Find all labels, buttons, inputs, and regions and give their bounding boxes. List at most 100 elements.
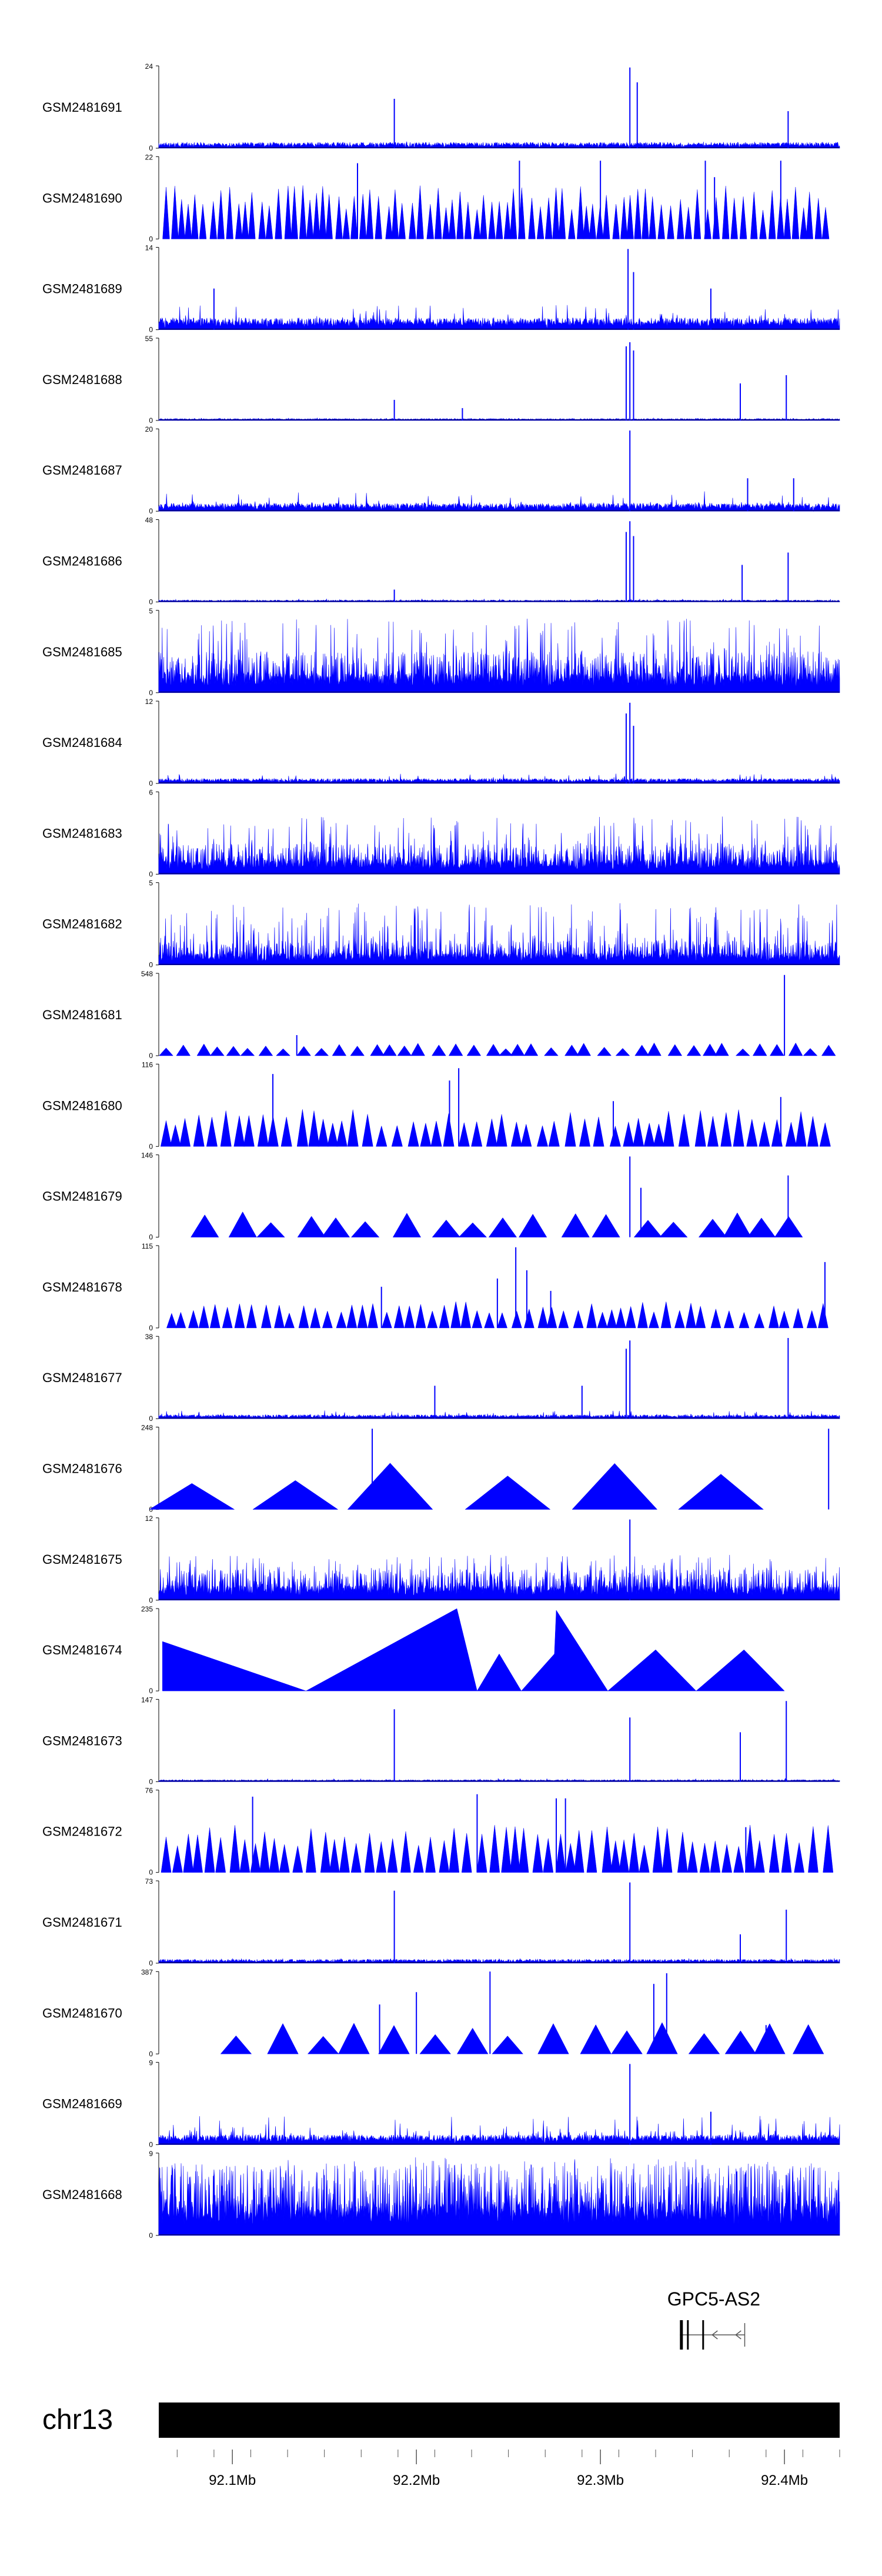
signal-area — [158, 2115, 840, 2145]
y-min-label: 0 — [149, 1687, 153, 1695]
track-GSM2481678: GSM2481678 115 0 — [42, 1242, 828, 1332]
track-GSM2481675: GSM2481675 12 0 — [42, 1514, 840, 1604]
chromosome-bar — [159, 2403, 840, 2438]
y-min-label: 0 — [149, 1414, 153, 1423]
tracks-group: GSM2481691240GSM2481690220GSM2481689140G… — [42, 62, 840, 2240]
track-label: GSM2481683 — [42, 826, 122, 840]
strand-arrow-icon — [711, 2330, 718, 2340]
y-max-label: 147 — [141, 1696, 153, 1704]
y-min-label: 0 — [149, 598, 153, 606]
track-label: GSM2481682 — [42, 917, 122, 932]
track-label: GSM2481686 — [42, 554, 122, 569]
y-max-label: 9 — [149, 2150, 153, 2158]
track-label: GSM2481684 — [42, 735, 122, 750]
y-max-label: 5 — [149, 607, 153, 615]
y-min-label: 0 — [149, 1596, 153, 1604]
y-min-label: 0 — [149, 1233, 153, 1242]
track-GSM2481668: GSM2481668 9 0 — [42, 2150, 840, 2240]
track-label: GSM2481668 — [42, 2187, 122, 2202]
y-min-label: 0 — [149, 961, 153, 969]
track-GSM2481672: GSM2481672 76 0 — [42, 1787, 834, 1877]
signal-area — [158, 305, 840, 330]
gene-exon — [702, 2320, 704, 2350]
track-GSM2481674: GSM2481674 235 0 — [42, 1605, 785, 1695]
y-min-label: 0 — [149, 1142, 153, 1150]
y-max-label: 9 — [149, 2059, 153, 2067]
track-label: GSM2481690 — [42, 191, 122, 205]
signal-peaks — [220, 2022, 824, 2054]
track-label: GSM2481687 — [42, 463, 122, 478]
signal-area — [158, 1410, 840, 1420]
track-GSM2481677: GSM2481677 38 0 — [42, 1333, 840, 1423]
track-GSM2481682: GSM2481682 5 0 — [42, 879, 840, 969]
axis-tick-label: 92.3Mb — [577, 2472, 624, 2488]
axis-tick-label: 92.2Mb — [393, 2472, 440, 2488]
y-max-label: 116 — [142, 1060, 153, 1069]
y-min-label: 0 — [149, 2050, 153, 2058]
track-label: GSM2481673 — [42, 1733, 122, 1748]
track-label: GSM2481678 — [42, 1280, 122, 1294]
y-min-label: 0 — [149, 2141, 153, 2149]
track-GSM2481686: GSM2481686 48 0 — [42, 516, 840, 606]
y-min-label: 0 — [149, 1868, 153, 1877]
y-min-label: 0 — [149, 1324, 153, 1332]
y-max-label: 73 — [145, 1877, 153, 1886]
y-max-label: 5 — [149, 879, 153, 887]
track-GSM2481683: GSM2481683 6 0 — [42, 788, 840, 878]
signal-peaks — [161, 1825, 834, 1873]
y-min-label: 0 — [149, 326, 153, 334]
signal-area — [158, 816, 840, 875]
track-label: GSM2481679 — [42, 1189, 122, 1204]
track-GSM2481669: GSM2481669 9 0 — [42, 2059, 840, 2149]
track-GSM2481671: GSM2481671 73 0 — [42, 1877, 840, 1967]
signal-area — [158, 1554, 840, 1601]
signal-area — [162, 1608, 785, 1691]
track-label: GSM2481681 — [42, 1007, 122, 1022]
signal-area — [158, 2157, 840, 2236]
track-label: GSM2481669 — [42, 2097, 122, 2111]
y-max-label: 14 — [145, 244, 153, 252]
signal-area — [158, 1958, 840, 1964]
gene-track: GPC5-AS2 — [667, 2288, 760, 2350]
signal-area — [158, 618, 840, 693]
track-GSM2481689: GSM2481689 14 0 — [42, 244, 840, 334]
track-GSM2481690: GSM2481690 22 0 — [42, 153, 830, 243]
track-label: GSM2481685 — [42, 645, 122, 659]
signal-peaks — [162, 185, 830, 239]
axis-tick-label: 92.4Mb — [761, 2472, 808, 2488]
signal-area — [158, 141, 840, 149]
track-label: GSM2481670 — [42, 2006, 122, 2020]
track-label: GSM2481672 — [42, 1824, 122, 1839]
track-label: GSM2481680 — [42, 1098, 122, 1113]
y-min-label: 0 — [149, 507, 153, 515]
y-max-label: 38 — [145, 1333, 153, 1341]
y-min-label: 0 — [149, 416, 153, 425]
y-max-label: 115 — [142, 1242, 153, 1250]
chromosome-axis: chr13 92.1Mb 92.2Mb 92.3Mb 92.4Mb — [42, 2403, 840, 2488]
track-label: GSM2481677 — [42, 1370, 122, 1385]
y-max-label: 12 — [145, 698, 153, 706]
track-label: GSM2481688 — [42, 372, 122, 387]
track-label: GSM2481691 — [42, 100, 122, 115]
gene-label: GPC5-AS2 — [667, 2288, 760, 2310]
chromosome-label: chr13 — [42, 2404, 113, 2435]
y-max-label: 12 — [145, 1514, 153, 1523]
signal-area — [158, 903, 840, 965]
signal-peaks — [191, 1211, 803, 1237]
y-min-label: 0 — [149, 144, 153, 152]
track-label: GSM2481689 — [42, 282, 122, 296]
y-max-label: 235 — [141, 1605, 153, 1613]
y-max-label: 24 — [145, 62, 153, 71]
track-GSM2481670: GSM2481670 387 0 — [42, 1968, 824, 2058]
axis-tick-label: 92.1Mb — [209, 2472, 256, 2488]
track-label: GSM2481674 — [42, 1643, 122, 1657]
y-min-label: 0 — [149, 870, 153, 878]
track-label: GSM2481671 — [42, 1915, 122, 1930]
y-max-label: 48 — [145, 516, 153, 525]
y-min-label: 0 — [149, 1052, 153, 1060]
y-min-label: 0 — [149, 689, 153, 697]
track-label: GSM2481676 — [42, 1461, 122, 1476]
track-GSM2481673: GSM2481673 147 0 — [42, 1696, 840, 1786]
signal-peaks — [159, 1042, 836, 1056]
